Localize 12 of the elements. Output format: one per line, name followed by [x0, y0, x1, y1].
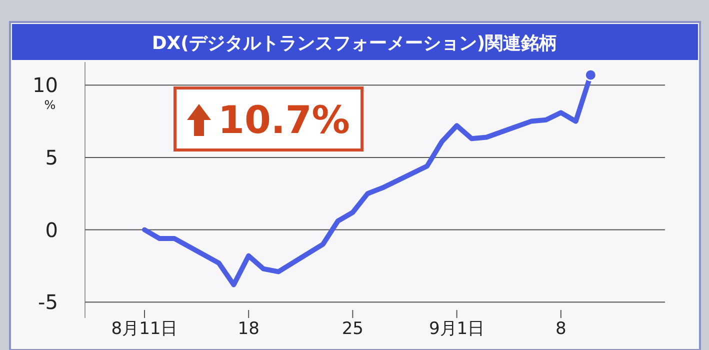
x-tick-label: 18	[238, 319, 260, 339]
x-tick-label: 8	[555, 319, 566, 339]
y-tick-label: 10	[32, 73, 58, 98]
x-tick-label: 8月11日	[111, 319, 178, 339]
x-tick-label: 25	[342, 319, 364, 339]
annotation: 10.7%	[218, 98, 350, 142]
chart-title: DX(デジタルトランスフォーメーション)関連銘柄	[152, 33, 558, 54]
y-tick-label: 5	[45, 145, 58, 170]
y-axis-title: %	[44, 98, 56, 112]
y-tick-label: 0	[45, 218, 58, 242]
y-tick-label: -5	[38, 290, 58, 314]
x-tick-label: 9月1日	[428, 319, 485, 339]
